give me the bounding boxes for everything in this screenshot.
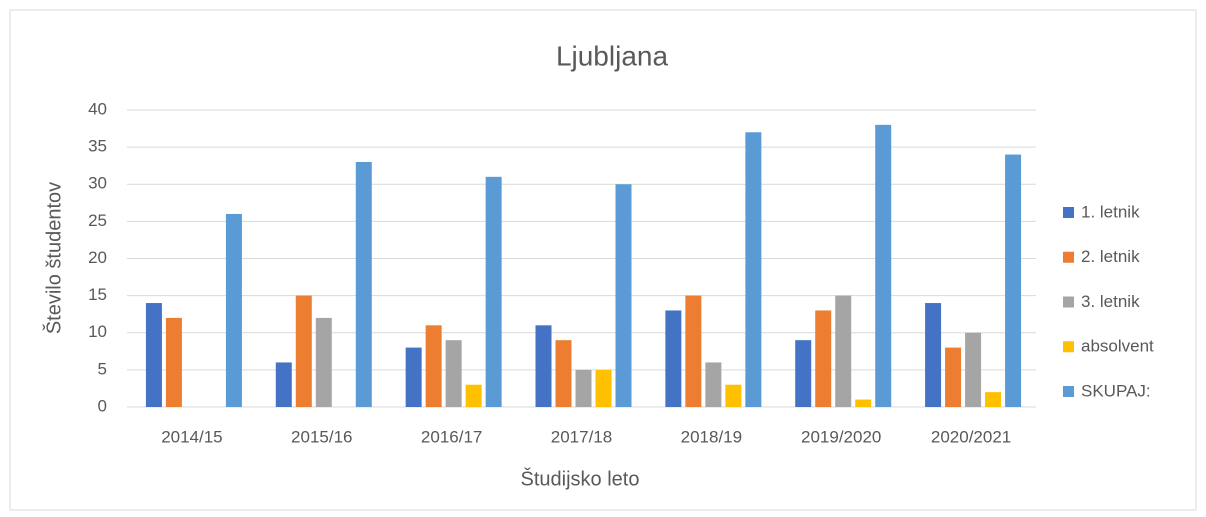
bar: [405, 347, 422, 407]
bar: [725, 384, 742, 407]
legend-label: 1. letnik: [1081, 202, 1140, 221]
bar: [965, 332, 982, 407]
y-tick-label: 25: [88, 211, 107, 230]
x-tick-label: 2016/17: [421, 427, 482, 446]
bar: [295, 295, 312, 407]
bar: [945, 347, 962, 407]
bar: [555, 340, 572, 407]
legend-swatch: [1063, 296, 1074, 308]
legend-swatch: [1063, 341, 1074, 353]
legend-swatch: [1063, 386, 1074, 397]
x-tick-label: 2014/15: [161, 427, 222, 446]
bar: [355, 161, 372, 407]
legend-swatch: [1063, 207, 1074, 218]
legend-label: 2. letnik: [1081, 247, 1140, 266]
bar: [485, 176, 502, 407]
chart-title: Ljubljana: [556, 40, 669, 71]
bar: [575, 369, 592, 407]
y-tick-label: 30: [88, 174, 107, 193]
y-tick-label: 5: [98, 359, 107, 378]
y-tick-label: 0: [98, 396, 107, 415]
chart-frame: [9, 9, 1197, 511]
bar: [705, 362, 722, 407]
y-axis-label: Število študentov: [42, 182, 65, 334]
y-tick-label: 10: [88, 322, 107, 341]
bar: [165, 317, 182, 407]
y-tick-label: 35: [88, 137, 107, 156]
x-tick-label: 2019/2020: [801, 427, 881, 446]
y-tick-label: 15: [88, 285, 107, 304]
bar: [145, 303, 162, 407]
legend-label: SKUPAJ:: [1081, 381, 1151, 400]
bar: [425, 325, 442, 407]
y-tick-label: 20: [88, 248, 107, 267]
bar: [535, 325, 552, 407]
bar: [315, 317, 332, 407]
x-tick-label: 2020/2021: [931, 427, 1011, 446]
bar: [225, 213, 242, 407]
bar: [745, 132, 762, 407]
bar: [665, 310, 682, 407]
x-axis-label: Študijsko leto: [521, 467, 640, 490]
legend-swatch: [1063, 251, 1074, 263]
bar: [925, 303, 942, 407]
x-tick-label: 2015/16: [291, 427, 352, 446]
x-tick-label: 2017/18: [551, 427, 612, 446]
bar: [835, 295, 852, 407]
legend-label: 3. letnik: [1081, 292, 1140, 311]
bar: [1005, 154, 1022, 407]
bar: [795, 340, 812, 407]
bar: [815, 310, 832, 407]
bar: [275, 362, 292, 407]
bar: [465, 384, 482, 407]
x-tick-label: 2018/19: [681, 427, 742, 446]
legend-label: absolvent: [1081, 337, 1154, 356]
bar: [855, 399, 872, 407]
bar: [875, 124, 892, 407]
bar: [445, 340, 462, 407]
bar: [985, 392, 1002, 407]
y-tick-label: 40: [88, 99, 107, 118]
bar: [615, 184, 632, 407]
bar: [685, 295, 702, 407]
bar: [595, 369, 612, 407]
